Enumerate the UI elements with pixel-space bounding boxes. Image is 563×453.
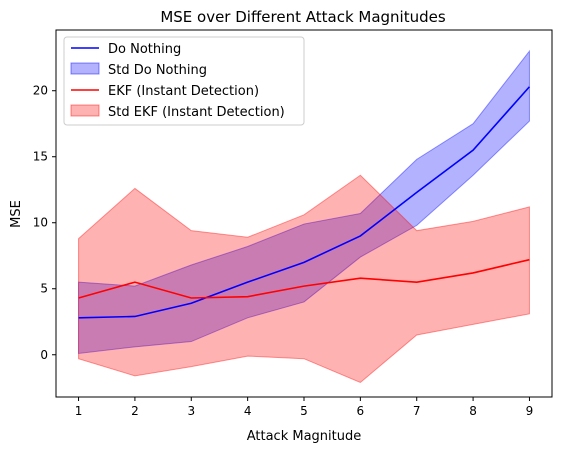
series-line-do-nothing (78, 86, 531, 319)
legend-swatch-std-do-nothing (70, 62, 100, 75)
legend-label-std-do-nothing: Std Do Nothing (108, 63, 207, 78)
y-tick-label: 0 (40, 348, 48, 362)
std-band-do-nothing (78, 49, 530, 354)
x-axis-label: Attack Magnitude (247, 429, 362, 444)
legend-swatch-std-ekf (70, 104, 100, 117)
legend: Do Nothing Std Do Nothing EKF (Instant D… (63, 36, 305, 126)
y-tick-label: 20 (33, 84, 48, 98)
x-tick-label: 1 (75, 404, 83, 418)
x-tick-label: 2 (131, 404, 139, 418)
std-band-ekf-instant-detection (78, 174, 530, 384)
legend-box (63, 36, 305, 126)
legend-label-do-nothing: Do Nothing (108, 42, 181, 57)
y-axis-ticks: 0 5 10 15 20 (33, 84, 56, 362)
x-axis-ticks: 1 2 3 4 5 6 7 8 9 (75, 397, 534, 418)
x-tick-label: 8 (469, 404, 477, 418)
legend-label-ekf: EKF (Instant Detection) (108, 84, 259, 99)
series-lines (78, 86, 531, 319)
x-tick-label: 7 (413, 404, 421, 418)
x-tick-label: 4 (244, 404, 252, 418)
y-tick-label: 15 (33, 150, 48, 164)
series-line-ekf-instant-detection (78, 258, 530, 299)
y-tick-label: 5 (40, 282, 48, 296)
x-tick-label: 6 (357, 404, 365, 418)
y-axis-label: MSE (9, 200, 24, 228)
x-tick-label: 5 (300, 404, 308, 418)
chart-title: MSE over Different Attack Magnitudes (160, 8, 446, 26)
x-tick-label: 9 (526, 404, 534, 418)
legend-label-std-ekf: Std EKF (Instant Detection) (108, 105, 285, 120)
x-tick-label: 3 (187, 404, 195, 418)
std-bands (78, 49, 530, 384)
y-tick-label: 10 (33, 216, 48, 230)
